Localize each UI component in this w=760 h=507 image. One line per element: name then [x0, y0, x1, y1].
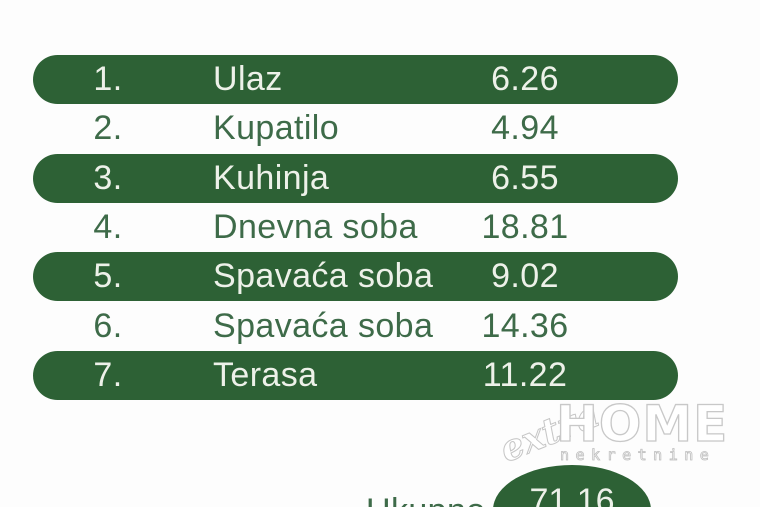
row-number: 7.	[93, 355, 123, 394]
table-row: 5. Spavaća soba 9.02	[33, 252, 678, 302]
watermark-nekretnine-text: nekretnine	[560, 446, 716, 465]
row-value: 6.55	[491, 158, 559, 197]
row-name: Kuhinja	[213, 158, 330, 197]
row-value: 18.81	[481, 208, 569, 247]
row-name: Dnevna soba	[213, 208, 418, 247]
row-number: 2.	[93, 109, 123, 148]
total-value: 71.16	[529, 482, 615, 507]
row-value: 14.36	[481, 306, 569, 345]
row-name: Ulaz	[213, 60, 283, 99]
total-pill: 71.16	[493, 465, 651, 507]
watermark-logo: extra HOME nekretnine	[493, 393, 756, 472]
row-value: 4.94	[491, 109, 559, 148]
row-value: 9.02	[491, 257, 559, 296]
total-label: Ukupno	[366, 492, 486, 507]
row-number: 6.	[93, 306, 123, 345]
table-row: 4. Dnevna soba 18.81	[33, 203, 678, 252]
row-name: Spavaća soba	[213, 257, 434, 296]
row-number: 4.	[93, 208, 123, 247]
watermark-home-text: HOME	[555, 394, 729, 453]
row-value: 6.26	[491, 60, 559, 99]
table-row: 3. Kuhinja 6.55	[33, 153, 678, 203]
row-name: Terasa	[213, 355, 318, 394]
table-row: 6. Spavaća soba 14.36	[33, 301, 678, 350]
table-row: 7. Terasa 11.22	[33, 350, 678, 401]
row-name: Spavaća soba	[213, 306, 434, 345]
table-row: 2. Kupatilo 4.94	[33, 104, 678, 153]
row-number: 5.	[93, 257, 123, 296]
table-row: 1. Ulaz 6.26	[33, 55, 678, 105]
row-value: 11.22	[482, 355, 568, 394]
watermark-extra-text: extra	[493, 393, 606, 472]
area-table: 1. Ulaz 6.26 2. Kupatilo 4.94 3. Kuhinja…	[33, 55, 678, 401]
row-number: 1.	[93, 60, 123, 99]
row-name: Kupatilo	[213, 109, 340, 148]
row-number: 3.	[93, 158, 123, 197]
